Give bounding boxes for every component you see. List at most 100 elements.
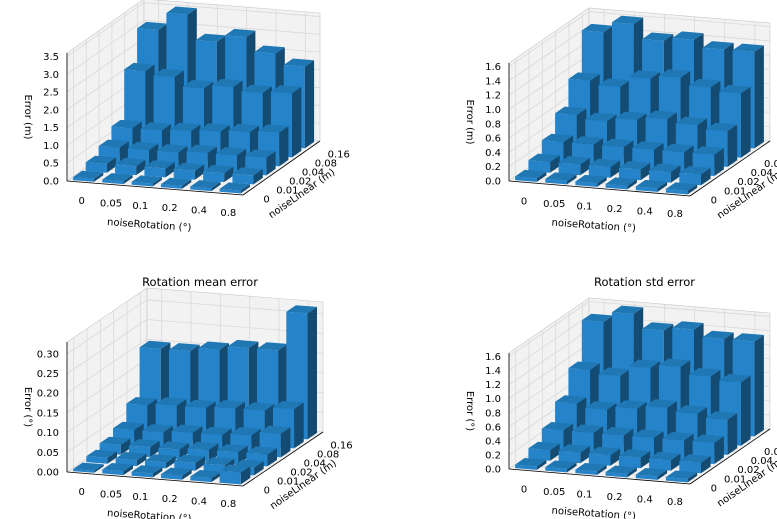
bar-front-face (545, 467, 567, 473)
chart-title: Rotation std error (594, 275, 695, 289)
bar-top-face (528, 441, 560, 451)
bar-side-face (640, 451, 651, 469)
bar (86, 449, 117, 464)
bar-top-face (662, 143, 694, 153)
bar-top-face (618, 161, 651, 170)
bar-top-face (254, 45, 285, 54)
bar (545, 172, 577, 185)
z-gridline (508, 343, 590, 400)
bar-top-face (628, 359, 661, 368)
y-tick-label: 0 (263, 195, 269, 206)
bar-side-face (657, 181, 668, 192)
bar-side-face (597, 176, 607, 187)
x-axis-line (508, 180, 691, 197)
bar-side-face (207, 146, 217, 171)
bar-top-face (732, 333, 764, 342)
z-tick-label: 0.0 (485, 177, 501, 188)
bar (558, 444, 590, 464)
bar (73, 462, 104, 473)
bar-top-face (615, 400, 647, 409)
bar (665, 470, 698, 483)
bar-front-face (545, 179, 567, 185)
bar-top-face (618, 449, 651, 458)
bar-top-face (732, 43, 764, 52)
bar-top-face (598, 78, 630, 87)
y-tick-label: 0.01 (277, 477, 299, 488)
y-tick-label: 0 (711, 195, 717, 206)
bar-side-face (550, 155, 560, 173)
bar-top-face (675, 116, 708, 125)
y-axis-line (689, 428, 771, 485)
x-tick-label: 0.05 (100, 199, 122, 210)
bar-front-face (173, 169, 195, 180)
bar-front-face (558, 162, 581, 176)
bar (679, 166, 711, 186)
bar-top-face (214, 400, 245, 409)
y-axis-line (242, 140, 321, 196)
bar-front-face (618, 167, 641, 181)
bar-side-face (754, 335, 764, 437)
bar-top-face (598, 367, 630, 376)
bar-side-face (627, 179, 637, 190)
bar-side-face (701, 167, 711, 186)
z-axis-label: Error (m) (22, 94, 33, 139)
z-tick-label: 2.0 (43, 105, 59, 116)
bar-side-face (240, 184, 250, 194)
bar-side-face (294, 402, 304, 449)
z-tick-label: 1.2 (485, 380, 501, 391)
bar-side-face (657, 469, 668, 480)
x-axis-label: noiseRotation (°) (107, 217, 192, 234)
bar-front-face (558, 450, 581, 464)
bar (618, 161, 651, 181)
x-tick-label: 0.1 (132, 201, 148, 212)
z-tick-label: 1.5 (43, 123, 59, 134)
bar (575, 174, 607, 187)
z-tick-label: 0.00 (37, 468, 59, 479)
bar-top-face (203, 457, 235, 466)
z-tick-label: 1.4 (485, 366, 501, 377)
bar-side-face (267, 448, 277, 467)
bar-top-face (702, 41, 734, 50)
bar (102, 173, 133, 185)
bar-front-face (102, 179, 124, 185)
z-tick-label: 0.30 (37, 349, 59, 360)
bar-top-face (611, 15, 644, 25)
z-tick-label: 0.0 (43, 177, 59, 188)
bar (131, 465, 163, 478)
bar (144, 160, 175, 178)
bar-front-face (190, 186, 212, 192)
z-gridline (508, 39, 590, 96)
bar-side-face (165, 162, 175, 178)
bar-side-face (741, 86, 751, 158)
z-axis-label: Error (°) (22, 387, 33, 427)
y-tick-label: 0.04 (751, 456, 773, 467)
bar-top-face (541, 133, 574, 143)
bar-front-face (605, 184, 628, 190)
x-axis-label: noiseRotation (°) (107, 508, 192, 519)
bar-front-face (102, 469, 124, 476)
bar-front-face (115, 164, 137, 176)
bar-top-face (555, 106, 587, 115)
bar-top-face (85, 155, 117, 164)
z-tick-label: 0.4 (485, 436, 501, 447)
bar-front-face (85, 162, 107, 173)
bar-top-face (692, 146, 724, 155)
bar-top-face (190, 470, 221, 479)
bar-front-face (144, 166, 166, 178)
subplot-3: 0.8 0.4 0.2 0.1 0.05 0 0 0.010.020.040.080.16 0.… (22, 275, 353, 519)
bar-top-face (102, 173, 133, 182)
y-tick-label: 0.04 (302, 168, 324, 179)
bar-side-face (567, 174, 577, 185)
bar-top-face (585, 112, 617, 122)
bar-top-face (158, 441, 189, 450)
z-tick-label: 0.0 (485, 465, 501, 476)
bar (190, 180, 221, 192)
bar-top-face (171, 424, 203, 433)
x-tick-label: 0.2 (162, 203, 178, 214)
bar-top-face (571, 136, 604, 145)
bar (528, 153, 560, 173)
x-tick-label: 0.8 (220, 208, 236, 219)
bar-top-face (227, 339, 259, 349)
bar (649, 163, 681, 183)
